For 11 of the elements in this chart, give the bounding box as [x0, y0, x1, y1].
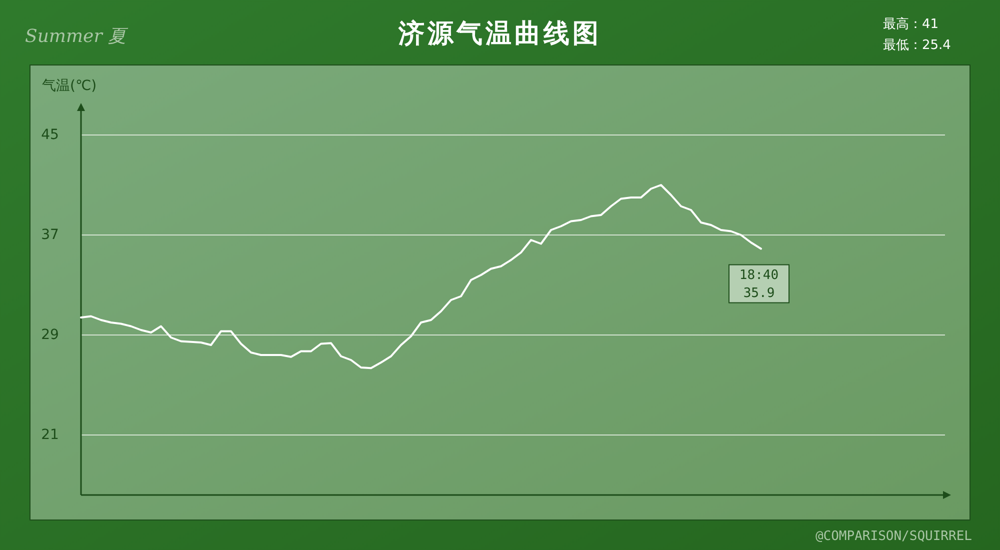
text: 最低：25.4 [883, 38, 951, 53]
text: 最高：41 [883, 16, 939, 32]
y-tick-label: 21 [41, 427, 59, 443]
chart-title: 济源气温曲线图 [398, 19, 602, 49]
y-axis-title: 气温(℃) [42, 78, 97, 94]
y-tick-label: 45 [41, 127, 59, 143]
y-tick-label: 37 [41, 227, 59, 243]
text: Summer 夏 [25, 26, 130, 47]
annotation: 18:40 35.9 [739, 268, 779, 301]
text: @COMPARISON/SQUIRREL [815, 529, 972, 544]
y-tick-label: 29 [41, 327, 59, 343]
